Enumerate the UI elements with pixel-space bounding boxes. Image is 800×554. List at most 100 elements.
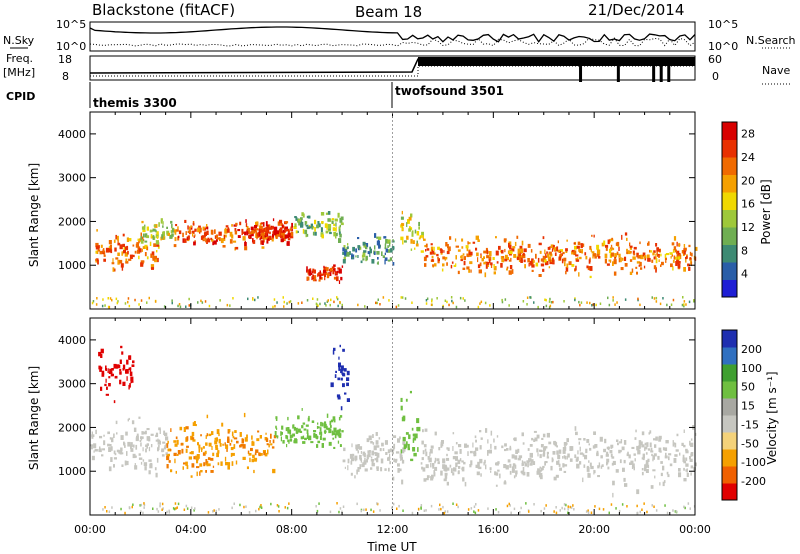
power-cell-f8 [431,249,434,254]
velocity-cell-f7 [483,461,485,466]
velocity-cell-f2 [231,431,234,437]
power-ground-cell [545,298,547,302]
power-cell-f6 [365,246,368,250]
power-cell-f8 [433,250,435,255]
velocity-cell-f7 [668,453,672,456]
power-cell-f0 [117,239,119,244]
power-ground-cell [375,301,377,305]
power-cell-f8 [506,266,509,269]
power-cell-f5 [317,273,319,277]
power-ground-cell [276,301,278,304]
velocity-ground-cell [474,511,477,515]
power-cell-f3 [266,224,269,227]
power-ground-cell [148,296,150,300]
velocity-ground-cell [162,507,164,510]
power-cell-f4 [327,224,332,229]
power-cell-f3 [265,231,267,236]
velocity-cell-f2 [198,448,200,453]
power-cell-f8 [612,261,614,266]
power-cell-f8 [488,259,491,264]
power-cell-f8 [511,269,514,274]
velocity-ground-cell [245,505,247,508]
power-cell-f8 [579,256,582,260]
power-cell-f8 [671,242,675,246]
power-cell-f7 [414,247,416,250]
power-cell-f8 [604,253,608,259]
velocity-ground-cell [379,509,381,512]
velocity-cell-f7 [473,450,476,454]
velocity-cell-f0 [99,446,101,451]
velocity-cell-f0 [134,463,136,466]
velocity-colorbar-segment [722,466,737,484]
power-cell-f1 [155,233,159,238]
power-cell-f8 [449,236,452,240]
velocity-cell-f7 [578,441,580,445]
power-cell-f8 [506,268,508,271]
power-ground-cell [659,302,662,306]
velocity-colorbar-segment [722,347,737,365]
power-cell-f2 [192,222,195,226]
velocity-cell-f5 [349,453,353,459]
velocity-cell-f0 [109,444,112,447]
velocity-cell-f7 [455,462,458,467]
power-cell-f8 [504,248,506,253]
velocity-cell-f3 [274,431,277,436]
velocity-cell-f7 [504,449,507,452]
power-ground-cell [146,301,148,304]
power-ground-cell [651,296,653,299]
velocity-cell-f3 [298,428,301,433]
power-cell-f8 [629,242,631,247]
power-cell-f0 [103,258,106,262]
velocity-ground-cell [360,509,362,513]
power-cell-f8 [676,241,678,247]
xtick-label: 08:00 [276,523,308,536]
velocity-cell-f7 [562,463,565,468]
velocity-cell-f3 [337,440,340,444]
velocity-cell-f0 [113,450,116,454]
velocity-cell-f0 [90,444,94,447]
velocity-ground-cell [402,509,404,512]
velocity-cell-f1 [108,383,111,387]
velocity-cell-f7 [664,455,668,459]
power-cell-f6 [373,251,376,255]
velocity-cell-f4 [338,362,341,368]
power-ground-cell [282,296,284,299]
velocity-cell-f4 [339,344,341,348]
velocity-cell-f5 [347,465,349,471]
power-ground-cell [616,301,618,304]
power-colorbar-tick: 20 [741,174,755,187]
power-ground-cell [128,304,131,308]
velocity-cell-f7 [454,451,458,455]
velocity-cell-f7 [443,478,447,482]
power-ground-cell [683,303,685,306]
power-cell-f8 [463,260,466,266]
velocity-cell-f2 [166,455,170,461]
velocity-cell-f3 [276,436,279,439]
velocity-ground-cell [602,508,605,511]
velocity-cell-f3 [276,427,278,430]
power-cell-f8 [477,239,480,242]
power-cell-f0 [151,267,154,270]
power-cell-f8 [589,245,592,250]
power-cell-f8 [516,256,519,261]
power-cell-f8 [508,259,512,262]
power-cell-f5 [318,272,322,277]
velocity-cell-f2 [254,457,258,461]
power-ground-cell [533,301,535,304]
power-cell-f4 [337,212,340,218]
power-cell-f8 [547,256,552,262]
velocity-cell-f7 [490,430,493,436]
power-cell-f3 [254,225,257,228]
velocity-cell-f4 [342,383,345,388]
power-cell-f2 [259,225,261,230]
velocity-cell-f1 [130,371,133,377]
velocity-colorbar-frame [721,329,738,501]
velocity-cell-f2 [174,458,176,464]
velocity-cell-f7 [632,463,635,468]
power-cell-f8 [674,249,677,253]
velocity-cell-f7 [594,444,598,448]
power-cell-f8 [509,244,512,250]
power-cell-f8 [490,264,493,268]
power-cell-f8 [520,248,524,254]
power-cell-f2 [234,230,238,235]
